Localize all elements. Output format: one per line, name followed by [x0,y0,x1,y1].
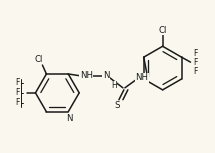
Text: NH: NH [135,73,148,82]
Text: N: N [103,71,109,80]
Text: S: S [114,101,120,110]
Text: Cl: Cl [34,55,43,64]
Text: Cl: Cl [158,26,167,35]
Text: H: H [111,81,117,90]
Text: F: F [194,58,198,67]
Text: F: F [15,78,20,88]
Text: F: F [15,88,20,97]
Text: F: F [15,98,20,107]
Text: N: N [66,114,72,123]
Text: F: F [194,49,198,58]
Text: NH: NH [80,71,93,80]
Text: F: F [194,67,198,76]
